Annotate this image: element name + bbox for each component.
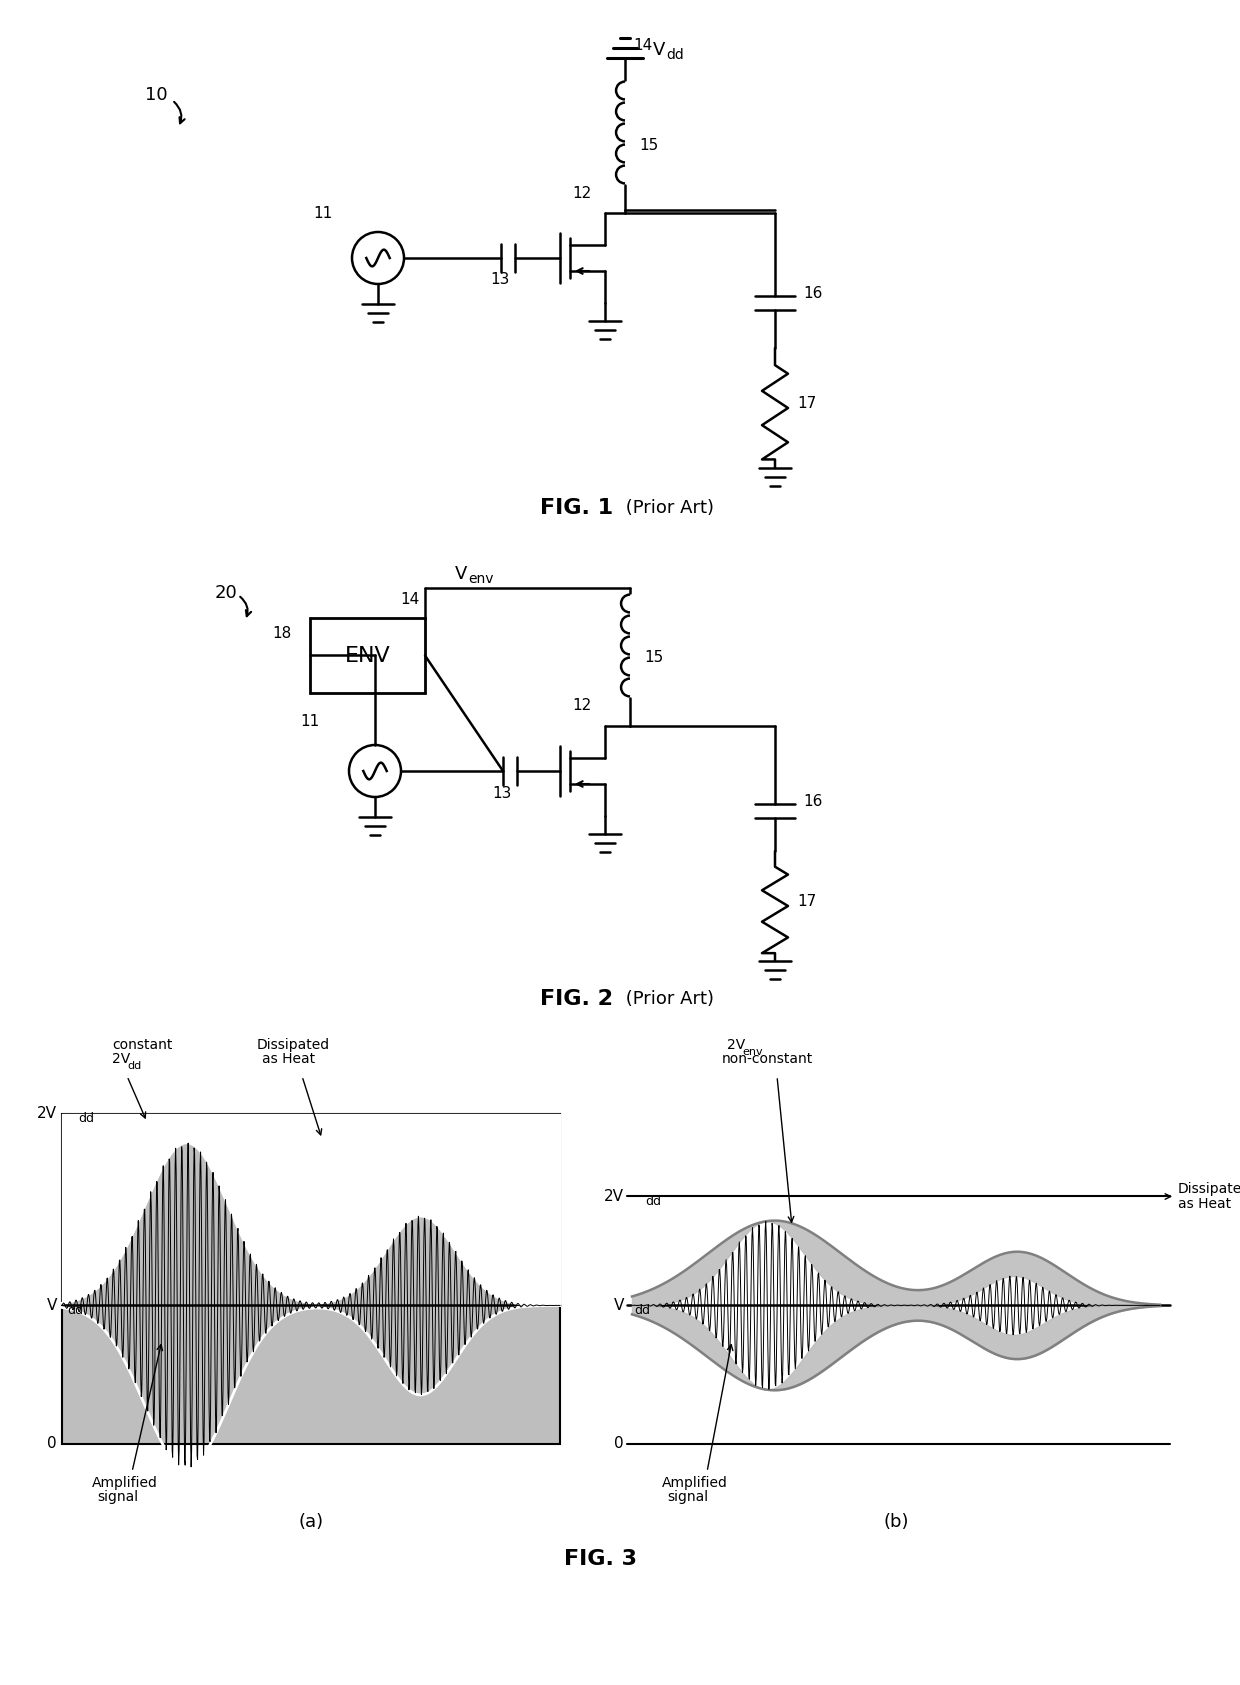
Text: constant: constant bbox=[112, 1038, 172, 1051]
Text: dd: dd bbox=[78, 1112, 94, 1126]
Text: env: env bbox=[742, 1046, 763, 1056]
Text: 15: 15 bbox=[644, 650, 663, 666]
Text: FIG. 2: FIG. 2 bbox=[539, 989, 613, 1009]
Text: V: V bbox=[455, 564, 467, 583]
Text: 13: 13 bbox=[490, 273, 510, 288]
Text: 2V: 2V bbox=[112, 1051, 130, 1067]
Text: 15: 15 bbox=[639, 138, 658, 153]
Text: 11: 11 bbox=[312, 206, 332, 221]
Text: 12: 12 bbox=[572, 185, 591, 201]
Text: 12: 12 bbox=[572, 699, 591, 713]
Text: 20: 20 bbox=[215, 585, 238, 602]
Text: Dissipated: Dissipated bbox=[257, 1038, 330, 1051]
Text: 16: 16 bbox=[804, 285, 822, 300]
Text: (a): (a) bbox=[299, 1513, 324, 1532]
Text: Dissipated: Dissipated bbox=[1178, 1181, 1240, 1195]
Text: 0: 0 bbox=[614, 1437, 624, 1451]
Text: 11: 11 bbox=[300, 713, 319, 728]
Text: 14: 14 bbox=[632, 39, 652, 54]
Text: dd: dd bbox=[67, 1304, 83, 1318]
Text: (Prior Art): (Prior Art) bbox=[620, 991, 714, 1008]
Bar bbox=[62, 1114, 560, 1444]
Text: non-constant: non-constant bbox=[722, 1051, 813, 1067]
Text: V: V bbox=[653, 40, 666, 59]
Text: V: V bbox=[614, 1297, 624, 1313]
Text: 16: 16 bbox=[804, 794, 822, 809]
Text: 2V: 2V bbox=[727, 1038, 745, 1051]
Text: (Prior Art): (Prior Art) bbox=[620, 499, 714, 517]
Text: FIG. 3: FIG. 3 bbox=[563, 1549, 636, 1569]
Text: env: env bbox=[467, 571, 494, 586]
Text: FIG. 1: FIG. 1 bbox=[539, 499, 613, 517]
Text: as Heat: as Heat bbox=[262, 1051, 315, 1067]
Text: Amplified: Amplified bbox=[662, 1476, 728, 1490]
Text: signal: signal bbox=[97, 1490, 138, 1505]
Text: signal: signal bbox=[667, 1490, 708, 1505]
Text: Amplified: Amplified bbox=[92, 1476, 157, 1490]
Text: ENV: ENV bbox=[345, 645, 391, 666]
Text: as Heat: as Heat bbox=[1178, 1198, 1231, 1212]
Text: (b): (b) bbox=[883, 1513, 909, 1532]
Text: 17: 17 bbox=[797, 396, 816, 411]
Text: 18: 18 bbox=[272, 627, 291, 640]
Text: dd: dd bbox=[634, 1304, 650, 1318]
FancyBboxPatch shape bbox=[310, 618, 425, 693]
Text: 13: 13 bbox=[492, 785, 512, 800]
Text: dd: dd bbox=[666, 47, 683, 62]
Text: 14: 14 bbox=[401, 593, 419, 608]
Text: 10: 10 bbox=[145, 86, 167, 104]
Text: 2V: 2V bbox=[604, 1190, 624, 1205]
Text: 2V: 2V bbox=[37, 1107, 57, 1122]
Text: 0: 0 bbox=[47, 1437, 57, 1451]
Text: dd: dd bbox=[126, 1062, 141, 1072]
Text: V: V bbox=[47, 1297, 57, 1313]
Text: dd: dd bbox=[645, 1195, 661, 1208]
Text: 17: 17 bbox=[797, 893, 816, 908]
